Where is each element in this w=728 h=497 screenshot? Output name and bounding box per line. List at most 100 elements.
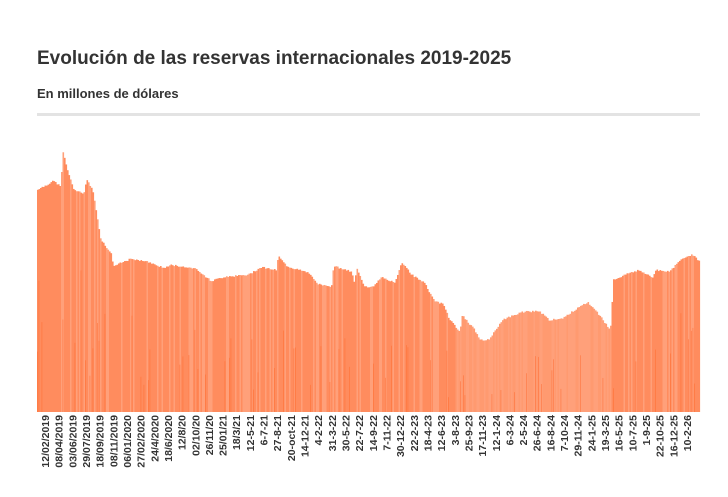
bar [593,308,596,412]
bar [589,304,591,412]
bar [395,279,398,412]
bar [427,288,429,412]
x-tick-label: 29-11-24 [573,415,585,457]
bar [86,180,89,412]
bar-streak [194,329,196,412]
bar [368,287,371,412]
bar-streak [257,372,259,412]
bar [524,311,527,412]
bar [152,263,155,412]
bar [406,267,408,412]
bar [46,185,48,412]
bar [130,258,132,412]
bar-streak [430,360,431,412]
bar [299,269,302,412]
bar [392,281,395,412]
bar [506,317,509,412]
bar-streak [385,377,386,412]
bar [233,276,236,412]
bar [239,275,242,412]
bar [463,316,465,412]
bar [167,266,170,412]
bar [674,264,677,412]
x-tick-label: 16-12-25 [668,415,680,457]
bar [298,269,300,412]
bar-streak [293,348,295,412]
bar [467,322,470,412]
x-tick-label: 12-1-24 [491,415,503,451]
bar [401,263,404,412]
bar [505,319,507,412]
bar-streak [373,363,374,412]
bar [254,271,257,412]
bar [466,319,468,412]
bar [211,281,213,412]
bar [457,329,459,412]
bar [613,279,615,412]
bar [497,326,500,412]
bar-streak [179,364,181,412]
bar [698,260,701,412]
bar [419,279,422,412]
bar [176,265,179,412]
bar [374,284,377,412]
bar [499,323,501,412]
bar [523,312,525,412]
bar [202,274,204,412]
bar [112,261,114,412]
bar [340,268,342,412]
bar [455,327,458,412]
bar [397,274,399,412]
bar [67,170,69,412]
chart-subtitle: En millones de dólares [37,86,179,101]
bar [653,274,656,412]
bar [509,317,512,412]
bar-streak [41,322,43,412]
bar [188,267,191,412]
bar [533,311,536,412]
bar [319,283,321,412]
bar-streak [553,359,554,412]
bar [163,267,165,412]
bar-streak [149,349,151,412]
bar [596,311,599,412]
bar [554,319,557,412]
bar [82,193,84,412]
bar-streak [92,348,94,412]
bar [301,270,303,412]
bar [125,260,128,412]
bar [607,326,609,412]
bar [469,324,471,412]
bar [68,175,71,412]
bar [382,277,384,412]
bar [88,182,90,412]
bar [626,273,629,412]
bar [404,265,407,412]
x-tick-label: 08/04/2019 [54,415,66,468]
bar [205,277,207,412]
bar [529,311,531,412]
bar [433,299,435,412]
bar [490,337,492,412]
bar [118,263,120,412]
bar-streak [694,383,695,412]
bar [217,278,219,412]
bar [670,270,672,412]
bar-streak [692,327,694,412]
x-tick-label: 30-12-22 [395,415,407,457]
bar [437,301,440,412]
bar [124,261,126,412]
bar [277,260,279,412]
bar-streak [310,384,311,412]
bar [445,309,447,412]
bar [169,265,171,412]
bar [158,266,161,412]
bar [556,319,558,412]
bar [385,278,387,412]
bar [407,269,410,412]
bar [260,268,263,412]
bar-streak [635,361,637,412]
bar [527,311,530,412]
bar [436,301,438,412]
bar [49,183,51,412]
